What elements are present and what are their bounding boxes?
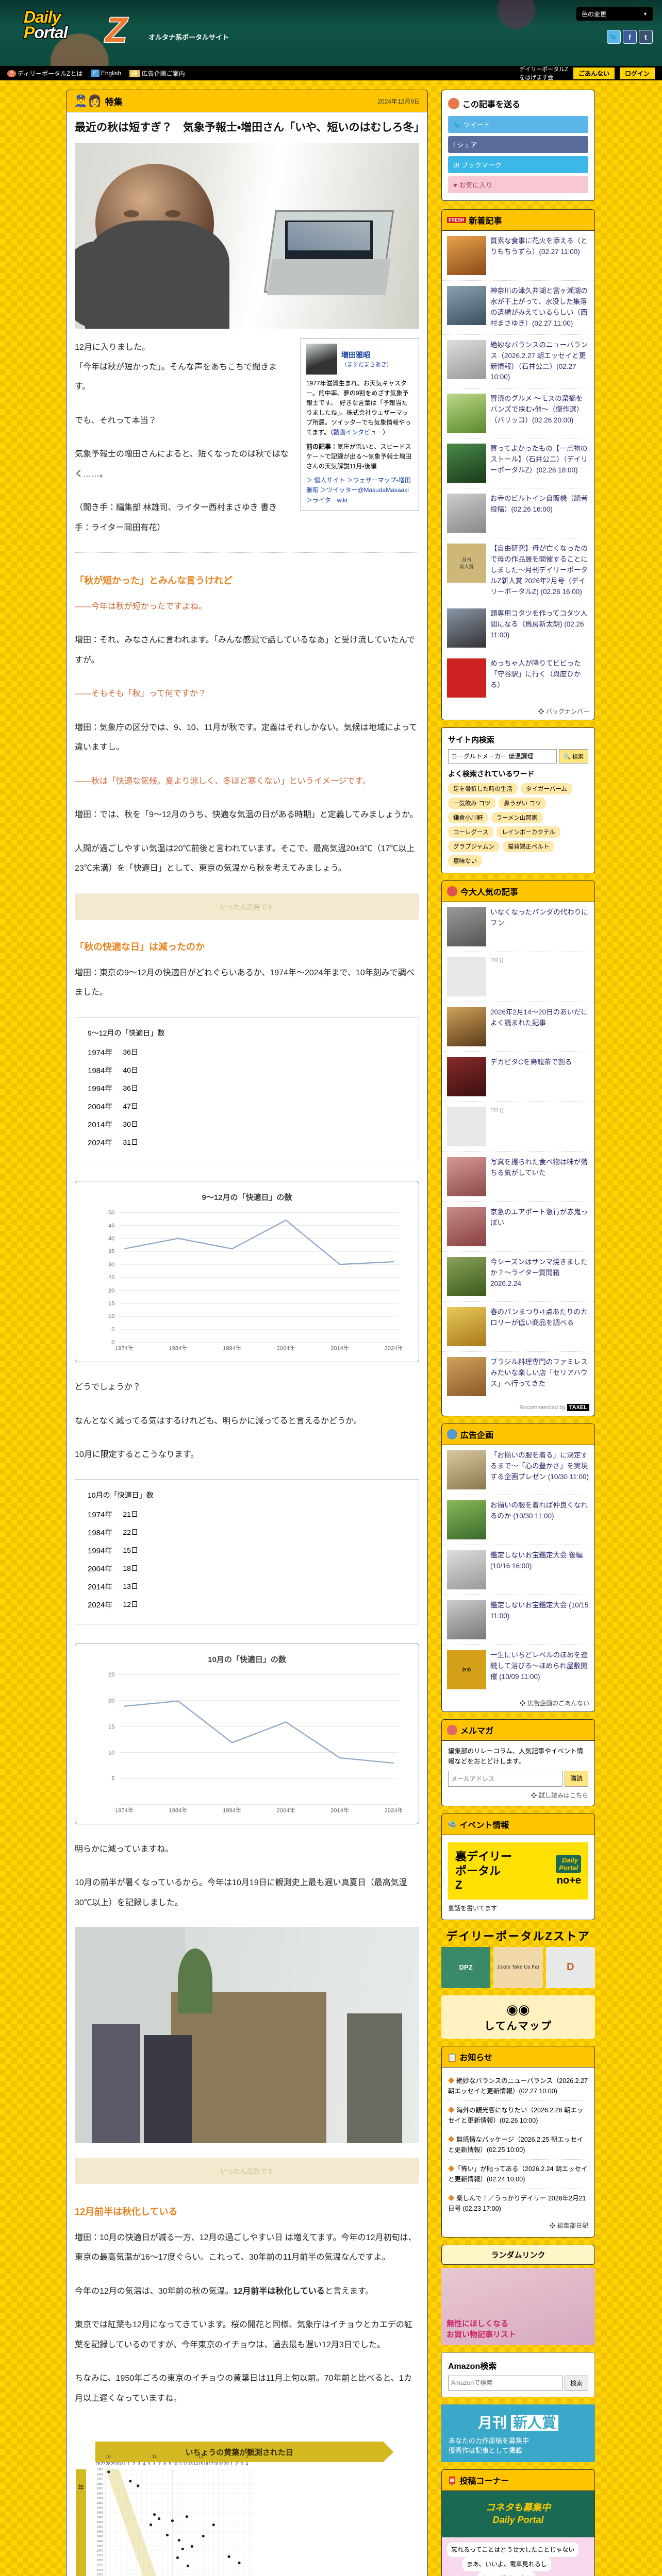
svg-text:12: 12 [183, 2462, 188, 2466]
svg-text:Z: Z [104, 11, 128, 49]
svg-text:8: 8 [163, 2462, 166, 2466]
svg-text:1967: 1967 [96, 2535, 103, 2538]
svg-text:1958: 1958 [96, 2493, 103, 2496]
svg-text:6: 6 [153, 2462, 156, 2466]
svg-text:19: 19 [219, 2462, 224, 2466]
svg-text:1974年: 1974年 [115, 1806, 134, 1814]
svg-text:1962: 1962 [96, 2512, 103, 2515]
svg-text:1984年: 1984年 [169, 1344, 187, 1351]
svg-text:1974: 1974 [96, 2569, 104, 2572]
svg-text:1975: 1975 [96, 2573, 103, 2576]
svg-text:1956: 1956 [96, 2483, 103, 2486]
svg-text:18: 18 [214, 2462, 219, 2466]
svg-text:50: 50 [108, 1210, 114, 1216]
svg-text:1953: 1953 [96, 2468, 103, 2471]
svg-text:2: 2 [133, 2462, 135, 2466]
svg-text:31: 31 [121, 2462, 126, 2466]
svg-text:1972: 1972 [96, 2559, 103, 2562]
svg-text:3: 3 [241, 2462, 243, 2466]
svg-text:5: 5 [111, 1775, 114, 1782]
svg-text:9: 9 [169, 2462, 171, 2466]
svg-text:2014年: 2014年 [330, 1344, 349, 1351]
svg-text:1994年: 1994年 [223, 1344, 241, 1351]
svg-text:3: 3 [138, 2462, 140, 2466]
svg-text:1955: 1955 [96, 2478, 103, 2481]
svg-text:2004年: 2004年 [277, 1344, 295, 1351]
svg-text:1994年: 1994年 [223, 1806, 241, 1814]
svg-text:1954: 1954 [96, 2473, 104, 2477]
svg-text:2024年: 2024年 [385, 1806, 403, 1814]
svg-text:4: 4 [143, 2462, 145, 2466]
svg-text:1961: 1961 [96, 2506, 103, 2510]
svg-text:5: 5 [148, 2462, 151, 2466]
svg-text:26: 26 [95, 2462, 100, 2466]
svg-text:20: 20 [108, 1287, 114, 1294]
svg-text:1964: 1964 [96, 2521, 104, 2524]
svg-text:5: 5 [111, 1327, 114, 1333]
svg-text:1974年: 1974年 [115, 1344, 134, 1351]
svg-text:2024年: 2024年 [385, 1344, 403, 1351]
svg-text:1959: 1959 [96, 2497, 103, 2500]
svg-text:1969: 1969 [96, 2545, 103, 2548]
svg-text:25: 25 [108, 1672, 114, 1678]
svg-text:13: 13 [188, 2462, 193, 2466]
svg-text:10: 10 [106, 2454, 111, 2459]
svg-text:2: 2 [236, 2462, 238, 2466]
svg-text:1971: 1971 [96, 2554, 103, 2557]
svg-text:1965: 1965 [96, 2526, 103, 2529]
svg-text:35: 35 [108, 1249, 114, 1255]
svg-text:20: 20 [224, 2462, 229, 2466]
svg-text:2014年: 2014年 [330, 1806, 349, 1814]
svg-text:40: 40 [108, 1235, 114, 1242]
svg-text:1968: 1968 [96, 2540, 103, 2543]
svg-text:11: 11 [152, 2454, 157, 2459]
svg-text:45: 45 [108, 1223, 114, 1229]
svg-text:7: 7 [158, 2462, 161, 2466]
svg-text:4: 4 [246, 2462, 249, 2466]
svg-text:15: 15 [108, 1300, 114, 1307]
svg-text:10: 10 [173, 2462, 177, 2466]
svg-text:16: 16 [204, 2462, 208, 2466]
svg-text:1973: 1973 [96, 2564, 103, 2567]
svg-text:10: 10 [108, 1314, 114, 1320]
svg-text:1966: 1966 [96, 2531, 103, 2534]
svg-text:11: 11 [178, 2462, 183, 2466]
svg-text:15: 15 [198, 2462, 203, 2466]
svg-text:1984年: 1984年 [169, 1806, 187, 1814]
svg-text:15: 15 [108, 1724, 114, 1730]
svg-text:12: 12 [198, 2454, 203, 2459]
svg-text:1: 1 [230, 2462, 233, 2466]
svg-text:0: 0 [111, 1340, 114, 1346]
svg-text:17: 17 [209, 2462, 213, 2466]
svg-text:1: 1 [245, 2454, 248, 2459]
svg-text:1957: 1957 [96, 2487, 103, 2490]
svg-text:1970: 1970 [96, 2550, 103, 2553]
svg-text:2004年: 2004年 [277, 1806, 295, 1814]
svg-text:28: 28 [106, 2462, 110, 2466]
svg-text:30: 30 [116, 2462, 121, 2466]
svg-text:年: 年 [77, 2484, 84, 2492]
svg-text:20: 20 [108, 1698, 114, 1704]
svg-text:14: 14 [193, 2462, 198, 2466]
svg-text:1963: 1963 [96, 2516, 103, 2519]
svg-text:1: 1 [127, 2462, 130, 2466]
svg-text:27: 27 [101, 2462, 105, 2466]
svg-text:30: 30 [108, 1262, 114, 1268]
svg-text:25: 25 [108, 1275, 114, 1281]
svg-text:29: 29 [111, 2462, 115, 2466]
svg-text:1960: 1960 [96, 2502, 103, 2505]
svg-text:10: 10 [108, 1750, 114, 1756]
